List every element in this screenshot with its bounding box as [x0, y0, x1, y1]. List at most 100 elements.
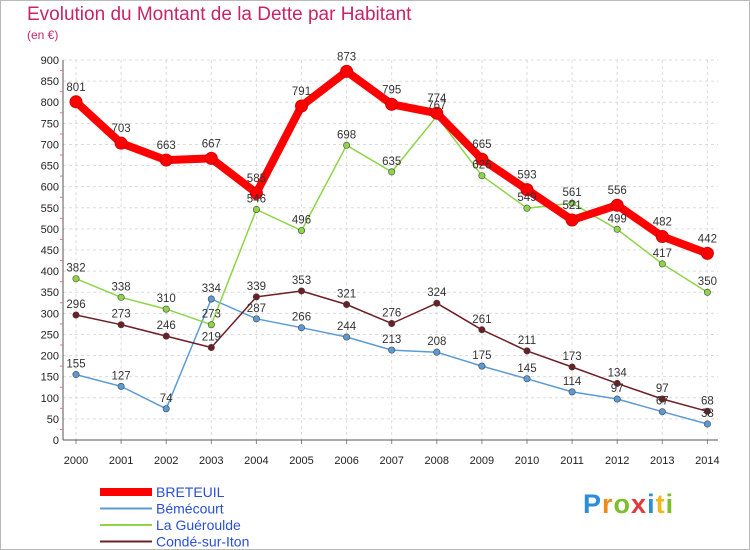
legend-label: Bémécourt: [156, 501, 224, 517]
data-label: 175: [472, 350, 491, 362]
data-label: 774: [427, 93, 447, 105]
data-label: 698: [337, 129, 356, 141]
data-label: 795: [382, 84, 401, 96]
series-layer: [69, 64, 714, 428]
data-point: [297, 227, 305, 235]
data-point: [117, 293, 125, 301]
data-point: [523, 347, 531, 355]
data-point: [162, 332, 170, 340]
data-label: 767: [427, 100, 446, 112]
data-point: [252, 315, 260, 323]
data-label: 561: [563, 187, 582, 199]
y-tick-label: 200: [41, 351, 59, 363]
data-label: 482: [653, 216, 672, 228]
y-tick-label: 700: [41, 139, 59, 151]
x-tick-label: 2011: [560, 455, 584, 467]
data-label: 321: [337, 288, 356, 300]
y-tick-label: 550: [41, 203, 59, 215]
data-point: [204, 151, 218, 165]
data-point: [658, 408, 666, 416]
grid-layer: [63, 59, 718, 441]
legend-label: La Guéroulde: [156, 517, 241, 533]
data-point: [475, 152, 489, 166]
data-label: 97: [611, 383, 624, 395]
data-label: 273: [202, 309, 221, 321]
data-label: 287: [247, 303, 266, 315]
x-tick-label: 2010: [515, 455, 539, 467]
data-point: [703, 288, 711, 296]
data-label: 703: [112, 123, 131, 135]
data-point: [433, 348, 441, 356]
y-tick-label: 250: [41, 329, 59, 341]
data-label: 127: [112, 370, 131, 382]
data-point: [613, 395, 621, 403]
data-label: 801: [66, 82, 85, 94]
data-label: 97: [656, 383, 669, 395]
y-tick-label: 350: [41, 287, 59, 299]
data-point: [72, 371, 80, 379]
data-label: 873: [337, 51, 356, 63]
data-point: [114, 136, 128, 150]
data-point: [297, 324, 305, 332]
data-label: 114: [563, 376, 582, 388]
data-point: [117, 321, 125, 329]
data-point: [523, 375, 531, 383]
data-label: 442: [698, 233, 717, 245]
data-point: [343, 141, 351, 149]
data-label: 208: [427, 336, 446, 348]
y-tick-label: 100: [41, 393, 59, 405]
data-point: [249, 186, 263, 200]
data-label: 791: [292, 86, 311, 98]
x-tick-label: 2012: [605, 455, 629, 467]
data-point: [703, 407, 711, 415]
data-point: [162, 405, 170, 413]
data-label: 593: [517, 170, 536, 182]
data-point: [478, 172, 486, 180]
x-tick-label: 2002: [154, 455, 178, 467]
legend-label: BRETEUIL: [156, 484, 225, 500]
data-point: [343, 333, 351, 341]
data-label: 67: [656, 396, 669, 408]
x-tick-label: 2006: [334, 455, 358, 467]
data-point: [478, 362, 486, 370]
data-point: [703, 420, 711, 428]
y-tick-label: 500: [41, 224, 59, 236]
data-point: [568, 363, 576, 371]
data-label: 334: [202, 283, 222, 295]
data-label: 417: [653, 248, 672, 260]
data-label: 68: [701, 395, 714, 407]
x-tick-label: 2009: [470, 455, 494, 467]
data-point: [568, 388, 576, 396]
proxiti-logo: Proxiti: [583, 489, 675, 519]
data-label: 244: [337, 321, 357, 333]
data-point: [610, 198, 624, 212]
data-label: 350: [698, 276, 717, 288]
x-tick-label: 2007: [379, 455, 403, 467]
x-tick-label: 2013: [650, 455, 674, 467]
data-point: [523, 204, 531, 212]
data-label: 134: [608, 367, 628, 379]
data-point: [658, 395, 666, 403]
data-label: 585: [247, 173, 266, 185]
y-tick-label: 0: [53, 435, 59, 447]
data-label: 213: [382, 334, 401, 346]
data-label: 635: [382, 156, 401, 168]
data-label: 667: [202, 138, 221, 150]
data-label: 276: [382, 307, 401, 319]
data-label: 665: [472, 139, 491, 151]
data-label: 246: [157, 320, 176, 332]
data-point: [343, 300, 351, 308]
data-point: [72, 275, 80, 283]
chart-title: Evolution du Montant de la Dette par Hab…: [27, 4, 412, 25]
data-label: 521: [563, 200, 582, 212]
data-point: [207, 321, 215, 329]
data-label: 219: [202, 332, 221, 344]
x-tick-label: 2008: [425, 455, 449, 467]
data-label: 261: [472, 314, 491, 326]
data-point: [478, 326, 486, 334]
data-point: [252, 205, 260, 213]
data-point: [565, 213, 579, 227]
data-label: 496: [292, 215, 311, 227]
legend-label: Condé-sur-Iton: [156, 534, 249, 550]
